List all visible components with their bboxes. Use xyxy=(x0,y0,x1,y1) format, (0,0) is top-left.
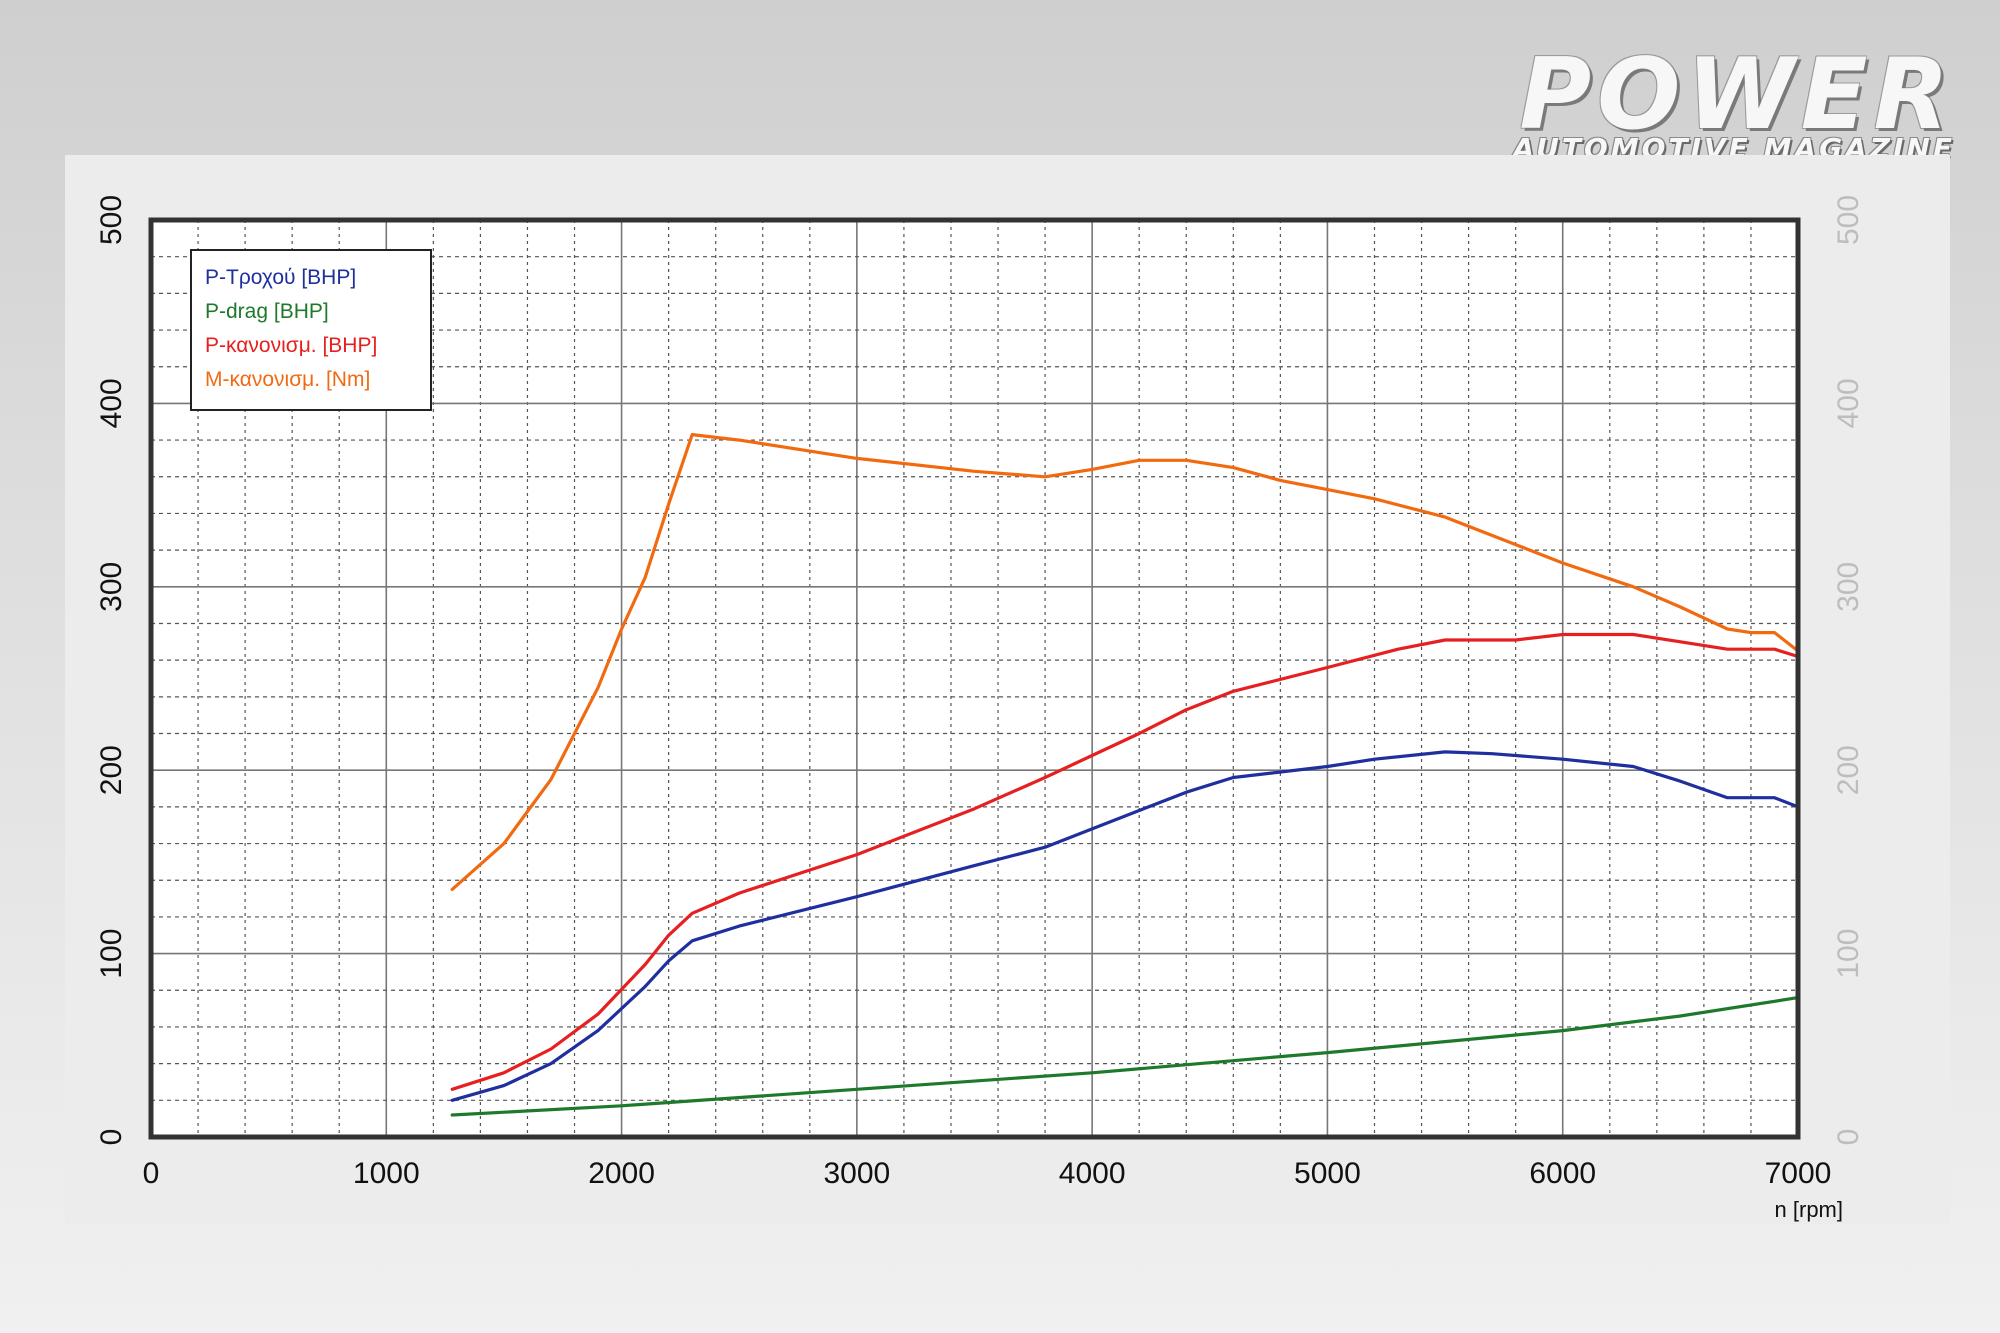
y-tick-labels: 0 100 200 300 400 500 xyxy=(95,195,128,1145)
x-tick-label: 7000 xyxy=(1765,1157,1832,1190)
right-y-tick-label: 500 xyxy=(1832,195,1865,245)
x-tick-label: 6000 xyxy=(1529,1157,1596,1190)
dyno-chart: 0 1000 2000 3000 4000 5000 6000 7000 0100200300… xyxy=(95,195,1865,1222)
legend-entry-p-corrected: P-κανονισμ. [BHP] xyxy=(205,334,377,357)
x-tick-label: 4000 xyxy=(1059,1157,1126,1190)
grid-lines xyxy=(151,220,1798,1137)
y-tick-label: 300 xyxy=(95,562,128,612)
legend-entry-p-drag: P-drag [BHP] xyxy=(205,300,329,323)
y-tick-label: 500 xyxy=(95,195,128,245)
legend-entry-p-wheel: P-Τροχού [BHP] xyxy=(205,266,356,289)
y-tick-label: 200 xyxy=(95,745,128,795)
right-y-tick-labels: 0 100 200 300 400 500 xyxy=(1832,195,1865,1145)
legend-entry-m-corrected: Μ-κανονισμ. [Nm] xyxy=(205,368,370,391)
power-magazine-logo: POWER AUTOMOTIVE MAGAZINE xyxy=(1425,45,1955,165)
x-tick-label: 2000 xyxy=(588,1157,655,1190)
y-tick-label: 400 xyxy=(95,378,128,428)
legend: P-Τροχού [BHP] P-drag [BHP] P-κανονισμ. … xyxy=(190,249,432,411)
right-y-tick-label: 0 xyxy=(1832,1129,1865,1146)
x-tick-label: 5000 xyxy=(1294,1157,1361,1190)
series-line-p-wheel xyxy=(450,750,1800,1102)
dyno-chart-panel: 0 1000 2000 3000 4000 5000 6000 7000 0 100 200 300… xyxy=(65,155,1950,1225)
right-y-tick-label: 100 xyxy=(1832,929,1865,979)
series-line-p-corrected xyxy=(450,632,1800,1091)
x-tick-label: 0 xyxy=(143,1157,160,1190)
series-lines xyxy=(450,433,1800,1117)
x-tick-label: 1000 xyxy=(353,1157,420,1190)
y-tick-label: 100 xyxy=(95,929,128,979)
x-tick-label: 3000 xyxy=(823,1157,890,1190)
plot-frame xyxy=(148,217,1801,1140)
series-line-m-corrected xyxy=(450,433,1800,892)
right-y-tick-label: 400 xyxy=(1832,378,1865,428)
legend-box xyxy=(190,249,432,411)
series-line-p-drag xyxy=(450,995,1800,1117)
right-y-tick-label: 300 xyxy=(1832,562,1865,612)
x-axis-label: n [rpm] xyxy=(1775,1197,1843,1222)
right-y-tick-label: 200 xyxy=(1832,745,1865,795)
y-tick-label: 0 xyxy=(95,1129,128,1146)
logo-main-text: POWER xyxy=(1519,38,1955,152)
x-tick-labels: 0 1000 2000 3000 4000 5000 6000 7000 xyxy=(143,1157,1832,1190)
